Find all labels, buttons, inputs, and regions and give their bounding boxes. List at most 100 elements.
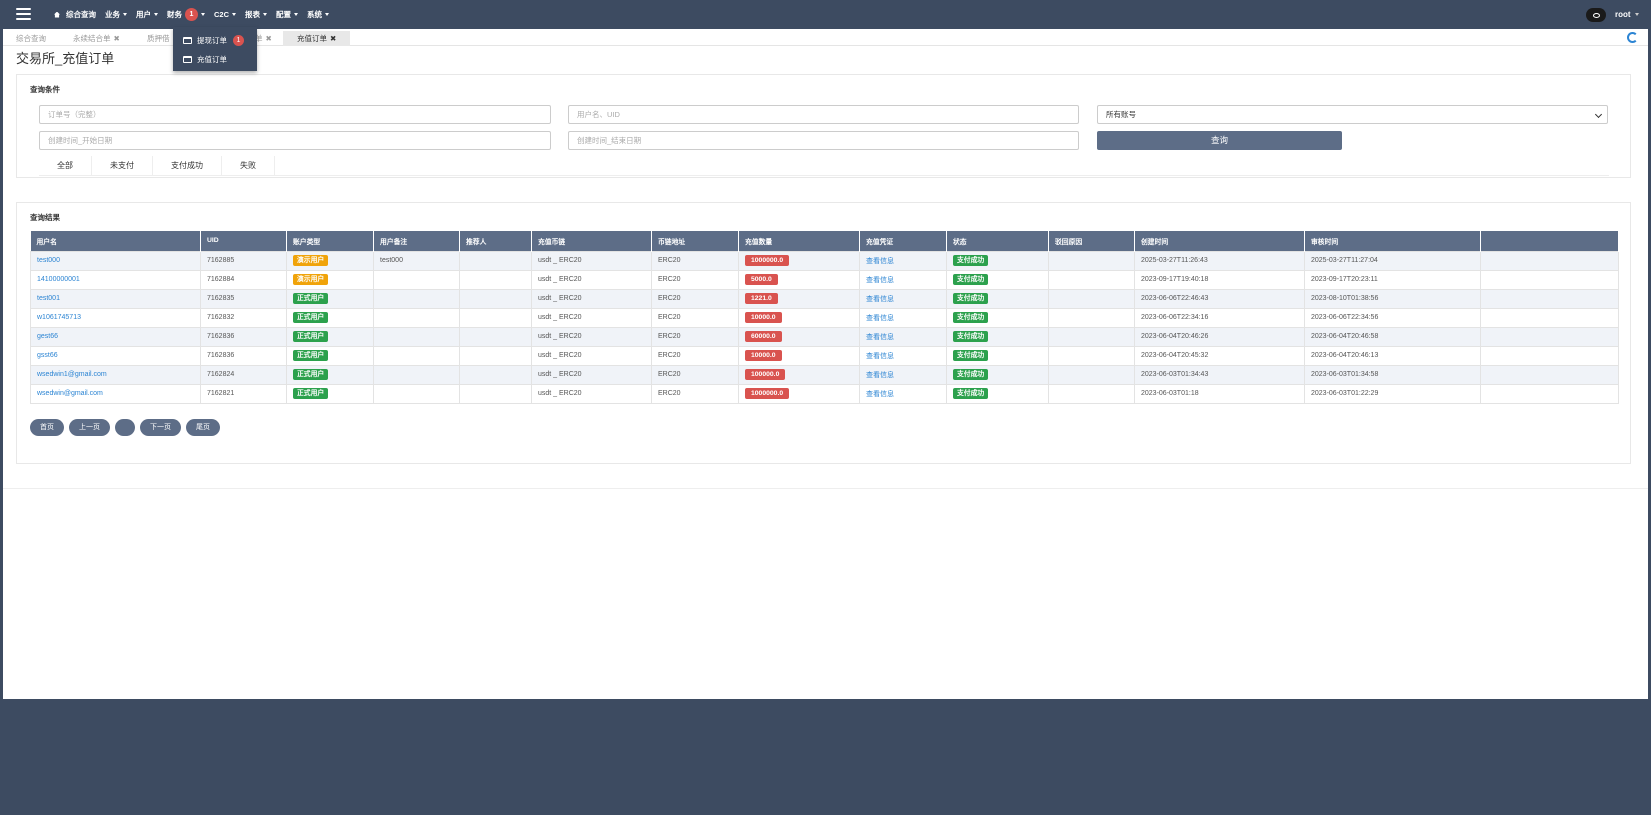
credit-card-icon bbox=[183, 56, 192, 63]
column-header: 审核时间 bbox=[1304, 231, 1481, 251]
nav-item-2[interactable]: 用户 bbox=[136, 9, 158, 20]
home-icon bbox=[54, 11, 60, 18]
username-link[interactable]: gsst66 bbox=[37, 352, 58, 359]
tab-label: 综合查询 bbox=[16, 34, 46, 43]
cell-audited: 2023-06-03T01:22:29 bbox=[1304, 383, 1481, 404]
cell-type: 正式用户 bbox=[286, 383, 374, 404]
end-date-input[interactable]: 创建时间_结束日期 bbox=[568, 131, 1079, 150]
cell-uid: 7162835 bbox=[200, 288, 287, 309]
tab-hidden-tail[interactable]: 单 ✖ bbox=[255, 31, 272, 46]
nav-item-5[interactable]: 报表 bbox=[245, 9, 268, 20]
cell-chain: usdt _ ERC20 bbox=[531, 250, 652, 271]
filter-tab-0[interactable]: 全部 bbox=[39, 156, 92, 176]
tab-pledge[interactable]: 质押借 bbox=[147, 31, 170, 46]
cell-extra bbox=[1480, 250, 1619, 271]
pager-button-2[interactable] bbox=[115, 419, 135, 436]
username-link[interactable]: wsedwin@gmail.com bbox=[37, 390, 103, 397]
cell-username: 14100000001 bbox=[30, 269, 201, 290]
cell-amount: 10000.0 bbox=[738, 307, 860, 328]
query-button[interactable]: 查询 bbox=[1097, 131, 1342, 150]
table-header-row: 用户名 UID 账户类型 用户备注 推荐人 充值币链 币链地址 充值数量 充值凭证 状态 驳回原因创… bbox=[30, 231, 1619, 251]
username-link[interactable]: wsedwin1@gmail.com bbox=[37, 371, 107, 378]
cell-reject bbox=[1048, 288, 1135, 309]
chevron-down-icon bbox=[201, 13, 205, 16]
cell-reject bbox=[1048, 364, 1135, 385]
results-panel: 查询结果 用户名 UID 账户类型 用户备注 推荐人 充值币链 币链地址 充值数量 充值凭证 状态… bbox=[16, 202, 1631, 464]
username-link[interactable]: gest66 bbox=[37, 333, 59, 340]
filter-tab-3[interactable]: 失败 bbox=[222, 156, 275, 176]
account-type-badge: 正式用户 bbox=[293, 369, 329, 380]
username-link[interactable]: w1061745713 bbox=[37, 314, 81, 321]
user-menu[interactable]: root bbox=[1615, 10, 1639, 19]
cell-reject bbox=[1048, 307, 1135, 328]
nav-item-label: 综合查询 bbox=[66, 10, 96, 19]
tab-label: 永续结合单 bbox=[73, 34, 111, 43]
chain-value: usdt _ ERC20 bbox=[538, 352, 582, 359]
hamburger-menu-icon[interactable] bbox=[16, 8, 31, 20]
cell-created: 2023-09-17T19:40:18 bbox=[1134, 269, 1305, 290]
cell-address: ERC20 bbox=[651, 326, 739, 347]
cell-chain: usdt _ ERC20 bbox=[531, 288, 652, 309]
filter-tab-1[interactable]: 未支付 bbox=[92, 156, 153, 176]
user-search-input[interactable]: 用户名、UID bbox=[568, 105, 1079, 124]
tab-perpetual[interactable]: 永续结合单 ✖ bbox=[73, 31, 120, 46]
nav-item-7[interactable]: 系统 bbox=[307, 9, 330, 20]
account-type-badge: 正式用户 bbox=[293, 331, 329, 342]
pager-button-1[interactable]: 上一页 bbox=[69, 419, 110, 436]
cell-extra bbox=[1480, 345, 1619, 366]
filter-tab-2[interactable]: 支付成功 bbox=[153, 156, 222, 176]
cell-username: wsedwin1@gmail.com bbox=[30, 364, 201, 385]
nav-item-0[interactable]: 综合查询 bbox=[54, 9, 96, 20]
tab-recharge-orders[interactable]: 充值订单 ✖ bbox=[283, 31, 351, 46]
start-date-input[interactable]: 创建时间_开始日期 bbox=[39, 131, 551, 150]
menu-item-withdraw-orders[interactable]: 提现订单 1 bbox=[183, 35, 244, 46]
order-number-input[interactable]: 订单号（完整） bbox=[39, 105, 551, 124]
close-icon[interactable]: ✖ bbox=[113, 34, 120, 43]
pager-button-3[interactable]: 下一页 bbox=[140, 419, 181, 436]
view-voucher-link[interactable]: 查看信息 bbox=[866, 333, 894, 341]
username-link[interactable]: test001 bbox=[37, 295, 60, 302]
cell-username: test000 bbox=[30, 250, 201, 271]
nav-item-1[interactable]: 业务 bbox=[105, 9, 127, 20]
status-filter-tabs: 全部 未支付 支付成功 失败 bbox=[39, 156, 1609, 176]
refresh-icon[interactable] bbox=[1627, 32, 1638, 43]
view-voucher-link[interactable]: 查看信息 bbox=[866, 390, 894, 398]
nav-item-6[interactable]: 配置 bbox=[276, 9, 299, 20]
tab-comprehensive-query[interactable]: 综合查询 bbox=[16, 31, 46, 46]
nav-item-4[interactable]: C2C bbox=[214, 10, 237, 19]
menu-item-recharge-orders[interactable]: 充值订单 bbox=[183, 54, 227, 65]
view-voucher-link[interactable]: 查看信息 bbox=[866, 314, 894, 322]
tab-label: 质押借 bbox=[147, 34, 170, 43]
account-select[interactable]: 所有账号 bbox=[1097, 105, 1608, 124]
view-voucher-link[interactable]: 查看信息 bbox=[866, 257, 894, 265]
cell-amount: 100000.0 bbox=[738, 364, 860, 385]
created-value: 2023-06-03T01:34:43 bbox=[1141, 371, 1209, 378]
pager-button-4[interactable]: 尾页 bbox=[186, 419, 220, 436]
view-voucher-link[interactable]: 查看信息 bbox=[866, 371, 894, 379]
audited-value: 2023-08-10T01:38:56 bbox=[1311, 295, 1379, 302]
divider bbox=[3, 488, 1648, 489]
nav-item-3[interactable]: 财务 1 bbox=[167, 8, 205, 21]
uid-value: 7162836 bbox=[207, 352, 235, 359]
column-header: 充值币链 bbox=[531, 231, 652, 251]
cell-audited: 2023-06-04T20:46:13 bbox=[1304, 345, 1481, 366]
cell-uid: 7162832 bbox=[200, 307, 287, 328]
username-link[interactable]: test000 bbox=[37, 257, 60, 264]
query-panel-title: 查询条件 bbox=[30, 85, 60, 94]
amount-badge: 60000.0 bbox=[745, 331, 782, 342]
created-value: 2023-06-04T20:45:32 bbox=[1141, 352, 1209, 359]
chat-icon[interactable] bbox=[1586, 8, 1606, 22]
pager-button-0[interactable]: 首页 bbox=[30, 419, 64, 436]
column-header bbox=[1480, 231, 1619, 251]
nav-item-label: 系统 bbox=[307, 10, 323, 19]
cell-type: 演示用户 bbox=[286, 250, 374, 271]
close-icon[interactable]: ✖ bbox=[330, 34, 337, 43]
view-voucher-link[interactable]: 查看信息 bbox=[866, 276, 894, 284]
close-icon[interactable]: ✖ bbox=[265, 34, 272, 43]
cell-voucher: 查看信息 bbox=[859, 307, 947, 328]
uid-value: 7162884 bbox=[207, 276, 235, 283]
view-voucher-link[interactable]: 查看信息 bbox=[866, 352, 894, 360]
view-voucher-link[interactable]: 查看信息 bbox=[866, 295, 894, 303]
username-link[interactable]: 14100000001 bbox=[37, 276, 80, 283]
cell-type: 正式用户 bbox=[286, 288, 374, 309]
